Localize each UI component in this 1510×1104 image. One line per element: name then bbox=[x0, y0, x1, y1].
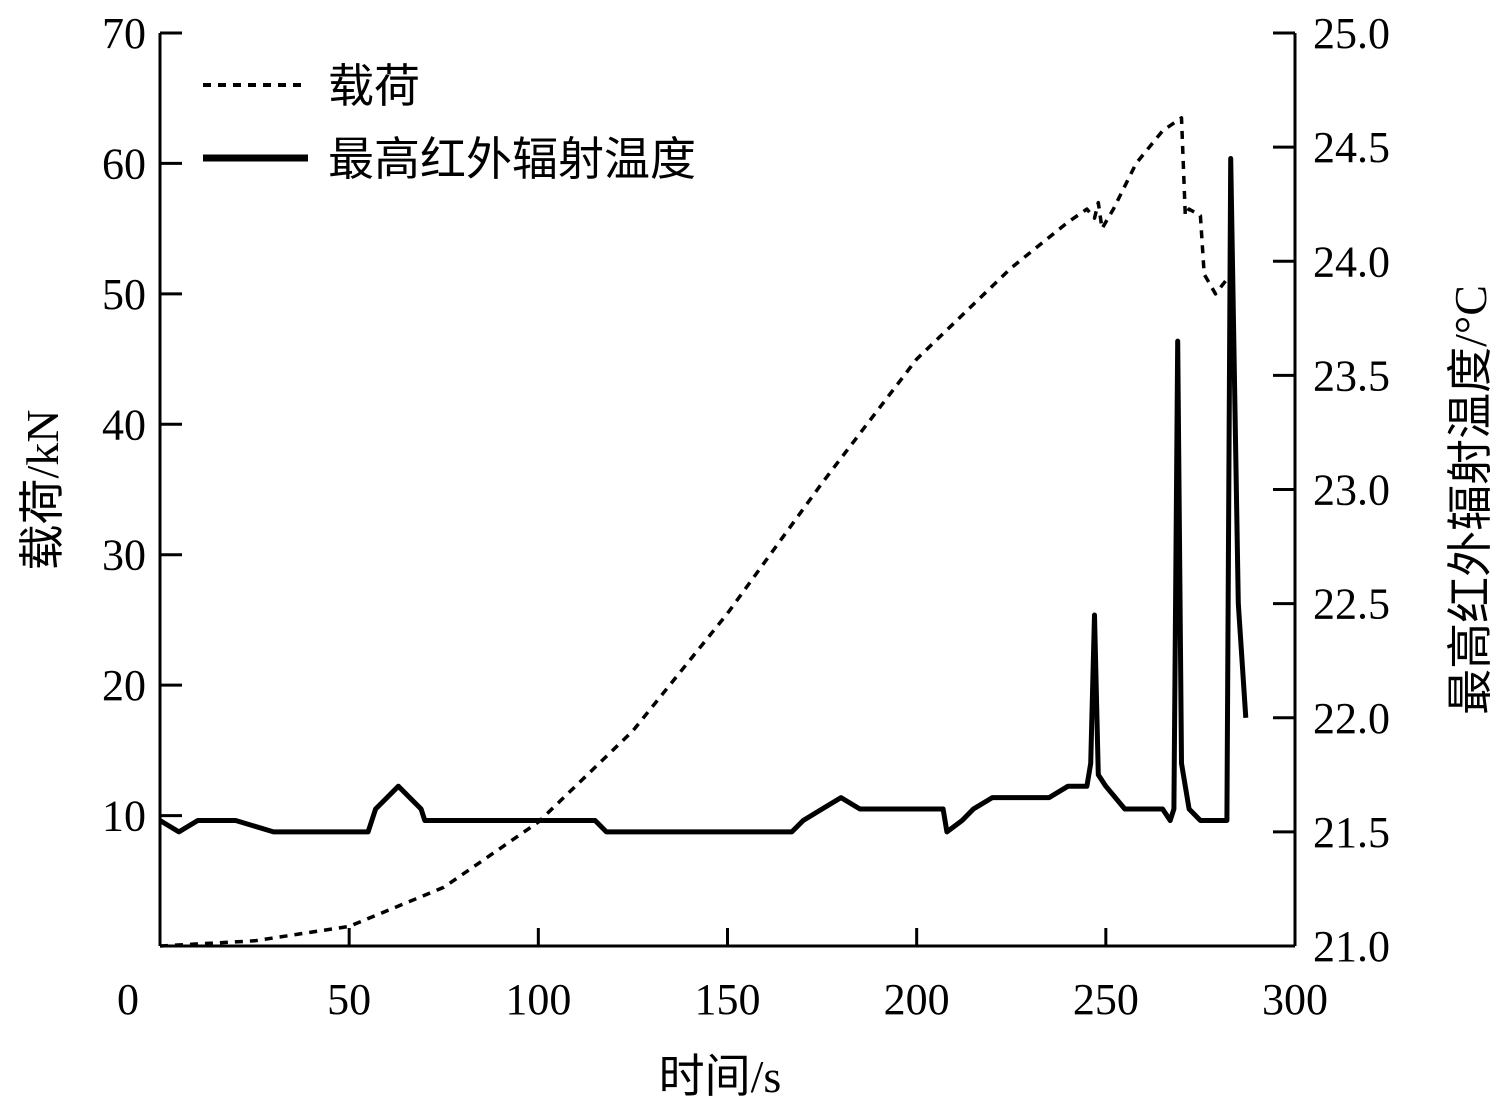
series-group bbox=[158, 116, 1249, 948]
y-right-tick-label: 24.5 bbox=[1313, 123, 1390, 172]
y-right-tick-label: 24.0 bbox=[1313, 237, 1390, 286]
y-right-tick-label: 21.5 bbox=[1313, 808, 1390, 857]
x-tick-label: 50 bbox=[327, 975, 371, 1024]
series-line-temperature bbox=[158, 156, 1249, 835]
legend-label-temperature: 最高红外辐射温度 bbox=[328, 134, 696, 185]
axes bbox=[158, 31, 1297, 948]
x-tick-label: 0 bbox=[117, 975, 139, 1024]
x-tick-label: 250 bbox=[1073, 975, 1139, 1024]
y-right-tick-label: 23.0 bbox=[1313, 466, 1390, 515]
x-tick-label: 100 bbox=[505, 975, 571, 1024]
x-tick-label: 150 bbox=[695, 975, 761, 1024]
y-right-tick-label: 22.5 bbox=[1313, 580, 1390, 629]
series-line-load bbox=[159, 116, 1233, 948]
tick-labels: 0 50 100 150 200 250 300 10 20 30 40 50 60 70 21.0 21.5… bbox=[102, 9, 1390, 1024]
y-axis-right-label: 最高红外辐射温度/°C bbox=[1445, 285, 1496, 715]
x-tick-label: 300 bbox=[1262, 975, 1328, 1024]
y-left-tick-label: 10 bbox=[102, 792, 146, 841]
y-axis-left-label: 载荷/kN bbox=[17, 410, 68, 571]
x-tick-label: 200 bbox=[884, 975, 950, 1024]
y-right-tick-label: 23.5 bbox=[1313, 351, 1390, 400]
legend-label-load: 载荷 bbox=[328, 61, 420, 112]
y-left-tick-label: 70 bbox=[102, 9, 146, 58]
y-right-tick-label: 25.0 bbox=[1313, 9, 1390, 58]
y-left-tick-label: 60 bbox=[102, 139, 146, 188]
y-left-tick-label: 40 bbox=[102, 400, 146, 449]
y-left-tick-label: 30 bbox=[102, 531, 146, 580]
legend: 载荷 最高红外辐射温度 bbox=[203, 61, 696, 185]
y-left-tick-label: 50 bbox=[102, 270, 146, 319]
y-right-tick-label: 22.0 bbox=[1313, 694, 1390, 743]
x-axis-label: 时间/s bbox=[659, 1051, 782, 1102]
y-left-tick-label: 20 bbox=[102, 661, 146, 710]
y-right-tick-label: 21.0 bbox=[1313, 922, 1390, 971]
